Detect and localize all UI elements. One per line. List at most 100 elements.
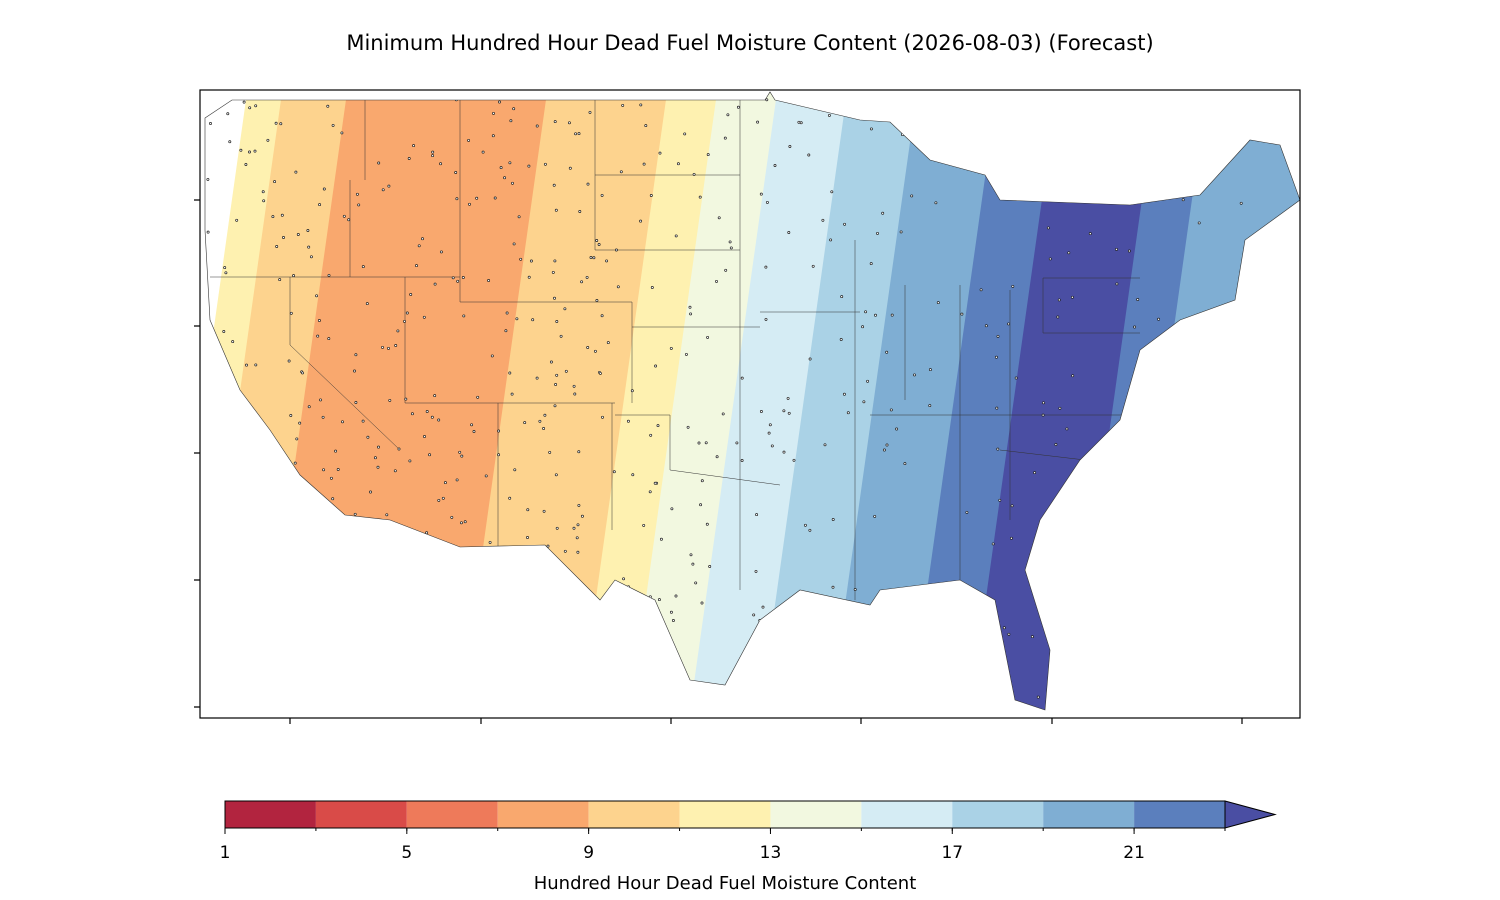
station-dot xyxy=(1117,499,1120,503)
station-dot xyxy=(546,544,550,548)
station-dot xyxy=(451,276,455,280)
station-dot xyxy=(1177,552,1181,556)
station-dot xyxy=(376,465,380,469)
station-dot xyxy=(576,523,580,527)
station-dot xyxy=(357,203,361,207)
station-dot xyxy=(688,305,692,309)
station-dot xyxy=(697,441,701,445)
station-dot xyxy=(616,285,620,289)
station-dot xyxy=(1115,247,1118,251)
station-dot xyxy=(243,557,247,561)
colorbar-segment xyxy=(1043,801,1135,828)
station-dot xyxy=(435,562,439,566)
station-dot xyxy=(299,527,303,531)
station-dot xyxy=(840,295,844,299)
colorbar-segment xyxy=(770,801,862,828)
colorbar-segment xyxy=(861,801,953,828)
station-dot xyxy=(1053,591,1057,595)
station-dot xyxy=(542,509,546,513)
us-outline xyxy=(204,91,1301,711)
station-dot xyxy=(989,647,993,651)
station-dot xyxy=(752,613,756,617)
station-dot xyxy=(315,605,319,609)
station-dot xyxy=(1070,295,1074,299)
station-dot xyxy=(717,216,721,220)
station-dot xyxy=(527,275,531,279)
station-dot xyxy=(205,421,209,425)
station-dot xyxy=(409,293,413,296)
station-dot xyxy=(1193,487,1196,490)
station-dot xyxy=(706,153,710,157)
station-dot xyxy=(700,601,704,605)
station-dot xyxy=(273,180,277,184)
station-dot xyxy=(1088,232,1092,236)
station-dot xyxy=(326,104,330,108)
station-dot xyxy=(1065,427,1069,431)
station-dot xyxy=(1259,286,1263,290)
station-dot xyxy=(1273,693,1277,697)
station-dot xyxy=(656,424,660,428)
station-dot xyxy=(761,605,765,609)
station-dot xyxy=(1264,291,1268,295)
station-dot xyxy=(728,240,732,244)
station-dot xyxy=(417,244,421,248)
station-dot xyxy=(296,233,300,236)
station-dot xyxy=(1058,406,1062,410)
station-dot xyxy=(258,649,261,653)
station-dot xyxy=(307,668,310,671)
station-dot xyxy=(1217,669,1221,672)
station-dot xyxy=(612,470,616,474)
station-dot xyxy=(545,693,549,697)
station-dot xyxy=(808,528,812,532)
station-dot xyxy=(469,663,472,667)
station-dot xyxy=(534,683,538,687)
station-dot xyxy=(951,585,955,589)
station-dot xyxy=(423,435,426,438)
map-frame xyxy=(199,89,1301,719)
station-dot xyxy=(535,124,539,128)
station-dot xyxy=(498,690,502,694)
station-dot xyxy=(1190,631,1194,635)
map-title: Minimum Hundred Hour Dead Fuel Moisture … xyxy=(346,31,1153,55)
station-dot xyxy=(1239,201,1243,205)
station-dot xyxy=(1160,678,1164,682)
station-dot xyxy=(1007,322,1011,326)
station-dot xyxy=(504,579,507,583)
station-dot xyxy=(577,503,581,507)
station-dot xyxy=(792,458,796,462)
station-dot xyxy=(913,373,916,377)
station-dot xyxy=(476,395,480,399)
station-dot xyxy=(535,376,539,380)
station-dot xyxy=(694,581,698,585)
station-dot xyxy=(830,190,834,194)
station-dot xyxy=(381,188,385,192)
station-dot xyxy=(385,513,389,517)
station-dot xyxy=(437,418,441,422)
station-dot xyxy=(470,423,474,427)
station-dot xyxy=(289,515,293,519)
moisture-band xyxy=(687,92,850,710)
station-dot xyxy=(552,183,556,187)
station-dot xyxy=(517,215,521,219)
station-dot xyxy=(1056,315,1060,319)
station-dot xyxy=(553,259,557,263)
station-dot xyxy=(285,603,289,607)
station-dot xyxy=(396,329,400,333)
station-dot xyxy=(928,368,932,372)
colorbar-tick-label: 9 xyxy=(583,843,594,863)
station-dot xyxy=(497,453,501,457)
station-dot xyxy=(495,573,499,577)
colorbar-segment xyxy=(1134,801,1225,828)
station-dot xyxy=(726,113,730,117)
station-dot xyxy=(342,214,346,218)
station-dot xyxy=(577,450,581,454)
station-dot xyxy=(254,104,258,108)
station-dot xyxy=(642,523,646,527)
station-dot xyxy=(238,637,242,641)
station-dot xyxy=(509,119,513,123)
station-dot xyxy=(889,408,893,412)
station-dot xyxy=(998,498,1002,502)
station-dot xyxy=(1253,487,1257,491)
station-dot xyxy=(519,638,523,642)
station-dot xyxy=(425,410,429,413)
